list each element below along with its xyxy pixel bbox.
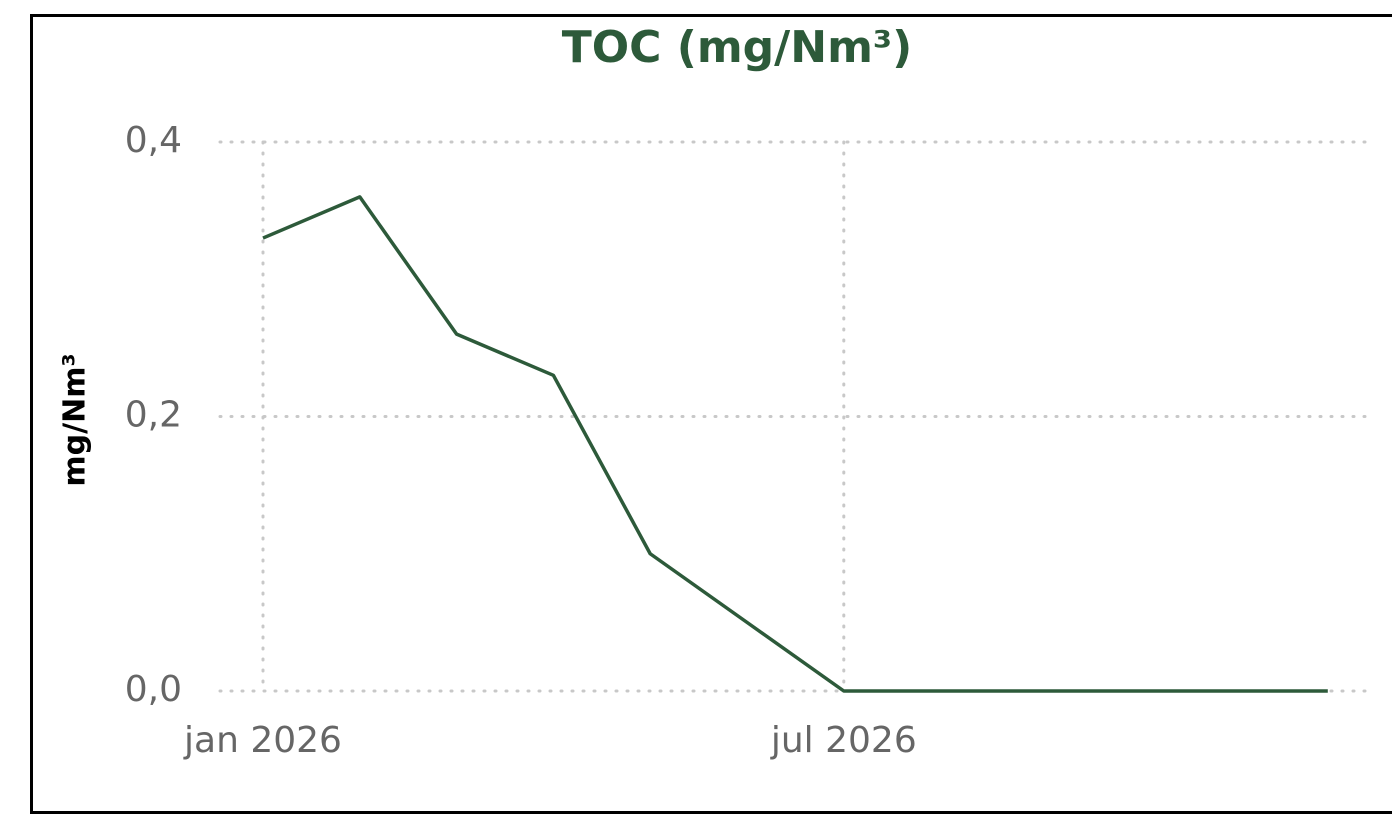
y-tick-label: 0,4 <box>125 120 182 161</box>
chart-title: TOC (mg/Nm³) <box>562 22 913 73</box>
y-axis-label: mg/Nm³ <box>58 353 93 486</box>
line-series <box>262 195 1328 693</box>
x-tick-label: jul 2026 <box>770 720 917 761</box>
y-tick-label: 0,2 <box>125 395 182 436</box>
y-tick-label: 0,0 <box>125 669 182 710</box>
x-tick-label: jan 2026 <box>183 720 342 761</box>
